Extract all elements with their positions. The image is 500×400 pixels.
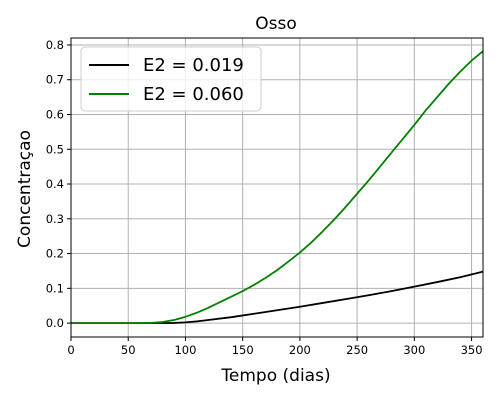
- legend-label: E2 = 0.060: [143, 84, 244, 105]
- plot-frame: [70, 37, 484, 338]
- legend: E2 = 0.019 E2 = 0.060: [80, 46, 262, 112]
- x-tick-label: 250: [346, 343, 368, 357]
- x-tick-label: 350: [461, 343, 483, 357]
- y-tick-label: 0.1: [46, 281, 64, 295]
- y-tick-label: 0.5: [46, 142, 64, 156]
- x-tick-label: 150: [232, 343, 254, 357]
- series-layer: [71, 50, 484, 324]
- y-tick-label: 0.6: [46, 107, 64, 121]
- series-line-0: [71, 270, 484, 324]
- chart-title: Osso: [255, 14, 297, 34]
- legend-label: E2 = 0.019: [143, 55, 244, 76]
- series-line-1: [71, 50, 484, 324]
- y-axis-label: Concentraçao: [15, 130, 35, 248]
- y-tick-label: 0.7: [46, 73, 64, 87]
- grid: [70, 38, 483, 337]
- x-tick-label: 0: [67, 343, 74, 357]
- x-tick-label: 300: [403, 343, 425, 357]
- y-tick-label: 0.4: [46, 177, 64, 191]
- x-axis-label: Tempo (dias): [220, 366, 330, 386]
- y-tick-label: 0.0: [46, 316, 64, 330]
- ticks: 0 50 100 150 200 250 300 350 0.0 0.1 0.2 0.3 0.4 0.5 0…: [46, 38, 483, 357]
- y-tick-label: 0.2: [46, 247, 64, 261]
- y-tick-label: 0.3: [46, 212, 64, 226]
- x-tick-label: 200: [289, 343, 311, 357]
- x-tick-label: 100: [174, 343, 196, 357]
- y-tick-label: 0.8: [46, 38, 64, 52]
- x-tick-label: 50: [121, 343, 136, 357]
